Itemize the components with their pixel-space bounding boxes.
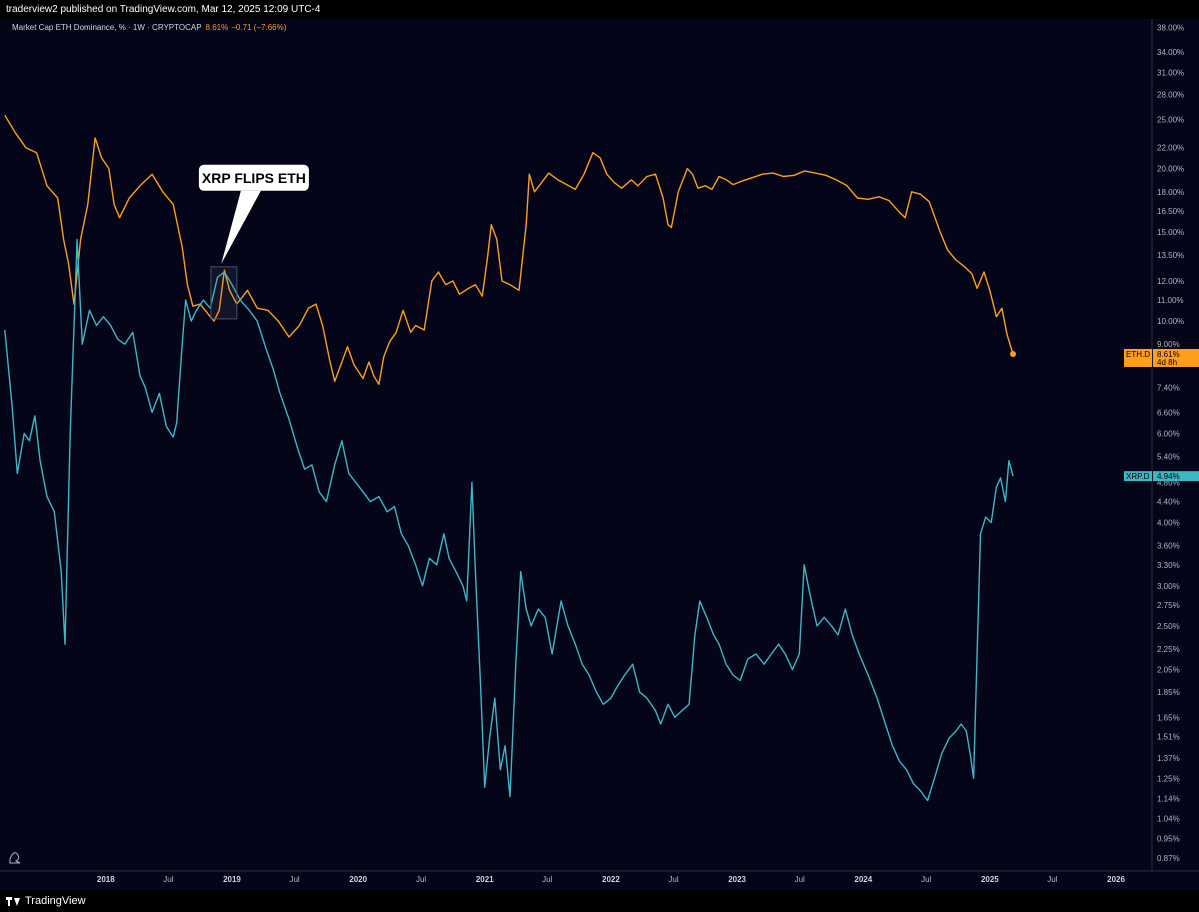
x-tick-label: Jul — [1047, 875, 1057, 884]
legend-change: −0.71 (−7.66%) — [231, 23, 287, 32]
y-tick-label: 28.00% — [1157, 91, 1184, 100]
eth-last-point — [1010, 350, 1017, 357]
symbol-legend: Market Cap ETH Dominance, % · 1W · CRYPT… — [12, 23, 286, 32]
x-tick-label: 2026 — [1107, 875, 1125, 884]
series-tag-countdown: 4d 8h — [1157, 358, 1177, 367]
tradingview-footer: TradingView — [0, 890, 1199, 912]
callout-box — [198, 164, 309, 191]
legend-value: 8.61% — [205, 23, 229, 32]
plot-background — [0, 19, 1152, 871]
series-tag-value-bg — [1153, 471, 1199, 482]
price-tags: ETH.D 8.61%4d 8h XRP.D 4.94% — [1124, 348, 1199, 482]
x-tick-label: 2022 — [602, 875, 620, 884]
tradingview-logo-icon — [6, 896, 20, 906]
y-tick-label: 38.00% — [1157, 24, 1184, 33]
x-axis: 2018 Jul 2019 Jul 2020 Jul 2021 Jul 2022 Jul 2023 J… — [97, 875, 1126, 884]
x-tick-label: 2025 — [981, 875, 999, 884]
x-tick-label: Jul — [542, 875, 552, 884]
x-tick-label: Jul — [795, 875, 805, 884]
y-tick-label: 18.00% — [1157, 188, 1184, 197]
callout-text: XRP FLIPS ETH — [202, 170, 306, 186]
x-tick-label: Jul — [921, 875, 931, 884]
y-tick-label: 1.65% — [1157, 713, 1180, 722]
x-tick-label: 2018 — [97, 875, 115, 884]
callout-pointer — [221, 190, 261, 264]
y-tick-label: 1.51% — [1157, 733, 1180, 742]
x-tick-label: Jul — [668, 875, 678, 884]
series-tag-value: 8.61% — [1157, 350, 1180, 359]
y-tick-label: 31.00% — [1157, 68, 1184, 77]
y-tick-label: 11.00% — [1157, 296, 1184, 305]
y-tick-label: 2.50% — [1157, 622, 1180, 631]
y-tick-label: 2.75% — [1157, 601, 1180, 610]
y-tick-label: 1.85% — [1157, 688, 1180, 697]
y-tick-label: 1.37% — [1157, 754, 1180, 763]
y-tick-label: 20.00% — [1157, 165, 1184, 174]
y-tick-label: 3.60% — [1157, 542, 1180, 551]
y-tick-label: 1.04% — [1157, 815, 1180, 824]
annotation-layer: XRP FLIPS ETH — [198, 164, 309, 320]
x-tick-label: 2020 — [349, 875, 367, 884]
y-tick-label: 0.95% — [1157, 835, 1180, 844]
legend-symbol: Market Cap ETH Dominance, % · 1W · CRYPT… — [12, 23, 202, 32]
series-tag-name-bg — [1124, 348, 1152, 367]
y-tick-label: 5.40% — [1157, 453, 1180, 462]
y-tick-label: 9.00% — [1157, 340, 1180, 349]
series-tag-value: 4.94% — [1157, 472, 1180, 481]
x-tick-label: 2023 — [728, 875, 746, 884]
annotation-highlight-box — [210, 266, 238, 320]
series-tag-value-bg — [1153, 348, 1199, 367]
y-tick-label: 7.40% — [1157, 383, 1180, 392]
y-tick-label: 13.50% — [1157, 251, 1184, 260]
y-tick-label: 0.87% — [1157, 854, 1180, 863]
y-tick-label: 1.14% — [1157, 795, 1180, 804]
series-layer — [4, 114, 1017, 802]
x-tick-label: 2019 — [223, 875, 241, 884]
y-axis: 38.00% 34.00% 31.00% 28.00% 25.00% 22.00% 20.0… — [1157, 24, 1184, 863]
tradingview-mini-logo — [9, 852, 21, 864]
x-tick-label: Jul — [289, 875, 299, 884]
y-tick-label: 3.00% — [1157, 582, 1180, 591]
series-tag-name: XRP.D — [1126, 472, 1150, 481]
publisher-header: traderview2 published on TradingView.com… — [0, 0, 1199, 19]
y-tick-label: 6.60% — [1157, 408, 1180, 417]
y-tick-label: 4.40% — [1157, 498, 1180, 507]
y-tick-label: 2.05% — [1157, 666, 1180, 675]
y-tick-label: 2.25% — [1157, 645, 1180, 654]
x-tick-label: 2021 — [476, 875, 494, 884]
series-tag-name-bg — [1124, 471, 1152, 482]
x-tick-label: Jul — [416, 875, 426, 884]
y-tick-label: 25.00% — [1157, 116, 1184, 125]
y-tick-label: 4.80% — [1157, 478, 1180, 487]
y-tick-label: 16.50% — [1157, 207, 1184, 216]
y-tick-label: 34.00% — [1157, 48, 1184, 57]
y-tick-label: 3.30% — [1157, 561, 1180, 570]
y-tick-label: 6.00% — [1157, 429, 1180, 438]
y-tick-label: 10.00% — [1157, 317, 1184, 326]
series-line-eth-d — [4, 114, 1014, 385]
y-tick-label: 1.25% — [1157, 774, 1180, 783]
dominance-chart[interactable]: 38.00% 34.00% 31.00% 28.00% 25.00% 22.00% 20.0… — [0, 19, 1199, 890]
x-tick-label: 2024 — [854, 875, 872, 884]
series-line-xrp-d — [4, 238, 1014, 802]
y-tick-label: 4.00% — [1157, 519, 1180, 528]
x-tick-label: Jul — [163, 875, 173, 884]
footer-brand: TradingView — [25, 895, 86, 907]
y-tick-label: 12.00% — [1157, 277, 1184, 286]
y-tick-label: 15.00% — [1157, 228, 1184, 237]
series-tag-name: ETH.D — [1126, 350, 1150, 359]
published-text: traderview2 published on TradingView.com… — [6, 4, 321, 15]
y-tick-label: 22.00% — [1157, 144, 1184, 153]
